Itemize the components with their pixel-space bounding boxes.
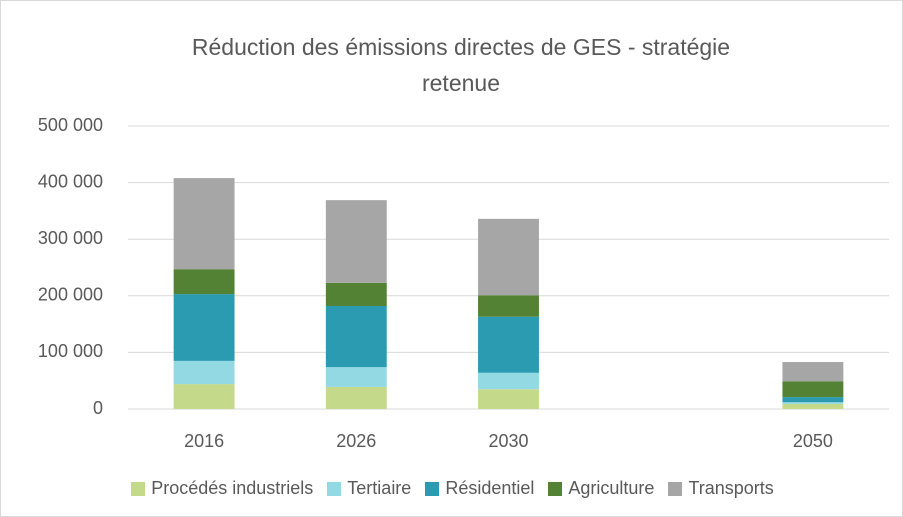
legend-swatch (425, 481, 440, 496)
bar-segment (325, 200, 387, 283)
bar-segment (478, 372, 539, 390)
legend-label: Transports (688, 478, 774, 498)
bar-segment (173, 269, 235, 295)
bar-segment (782, 403, 844, 409)
bar-segment (325, 386, 387, 409)
legend-swatch (548, 481, 563, 496)
legend-swatch (668, 481, 683, 496)
chart-title: Réduction des émissions directes de GES … (191, 34, 731, 96)
bar-segment (782, 402, 844, 404)
legend-label: Tertiaire (347, 478, 412, 498)
legend-label: Procédés industriels (151, 478, 314, 498)
bar-segment (782, 381, 844, 398)
legend-item: Procédés industriels (131, 478, 313, 499)
legend: Procédés industriels Tertiaire Résidentiel… (1, 478, 902, 499)
y-tick-label: 300 000 (38, 228, 103, 248)
legend-item: Agriculture (548, 478, 654, 499)
legend-item: Transports (668, 478, 774, 499)
x-tick-label: 2050 (793, 431, 833, 451)
bar-segment (478, 316, 539, 373)
legend-swatch (131, 481, 146, 496)
bar-segment (478, 218, 539, 296)
legend-item: Résidentiel (425, 478, 534, 499)
bar-segment (325, 305, 387, 368)
x-tick-label: 2026 (336, 431, 376, 451)
bar-segment (782, 362, 844, 382)
bar-segment (173, 384, 235, 409)
legend-label: Résidentiel (445, 478, 535, 498)
y-tick-label: 500 000 (38, 115, 103, 135)
x-tick-label: 2016 (184, 431, 224, 451)
bar-segment (782, 397, 844, 403)
x-tick-label: 2030 (488, 431, 528, 451)
bar-segment (478, 389, 539, 409)
legend-label: Agriculture (568, 478, 655, 498)
y-tick-label: 400 000 (38, 171, 103, 191)
bar-segment (478, 295, 539, 317)
legend-swatch (327, 481, 342, 496)
y-tick-label: 200 000 (38, 285, 103, 305)
bar-segment (173, 294, 235, 361)
bar-segment (173, 178, 235, 270)
bar-segment (173, 360, 235, 385)
bar-segment (325, 367, 387, 387)
y-tick-label: 100 000 (38, 341, 103, 361)
bar-segment (325, 282, 387, 306)
legend-item: Tertiaire (327, 478, 411, 499)
y-tick-label: 0 (93, 398, 103, 418)
